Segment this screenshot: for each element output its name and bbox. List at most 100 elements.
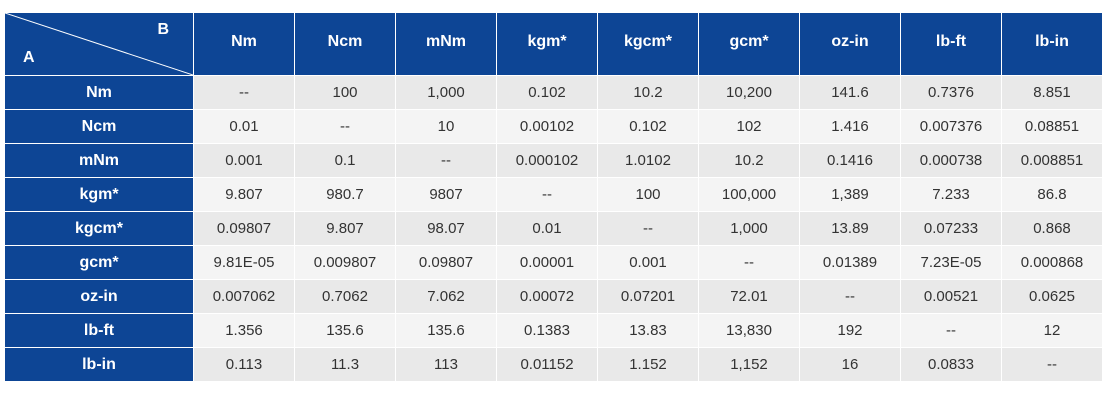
table-cell: 13.89 [799,211,901,246]
table-cell: -- [597,211,699,246]
row-header: oz-in [4,279,194,314]
table-cell: 7.23E-05 [900,245,1002,280]
table-cell: 0.0625 [1001,279,1103,314]
table-row: mNm 0.001 0.1 -- 0.000102 1.0102 10.2 0.1416 0.0… [4,143,1103,178]
table-cell: 0.102 [496,75,598,110]
table-cell: 141.6 [799,75,901,110]
table-cell: 10.2 [597,75,699,110]
table-cell: 10,200 [698,75,800,110]
table-cell: 1.356 [193,313,295,348]
table-cell: 0.00521 [900,279,1002,314]
column-header: gcm* [698,12,800,76]
table-cell: 0.7376 [900,75,1002,110]
table-row: kgm* 9.807 980.7 9807 -- 100 100,000 1,389 7.233… [4,177,1103,212]
table-cell: 0.08851 [1001,109,1103,144]
table-cell: 0.01 [496,211,598,246]
table-row: gcm* 9.81E-05 0.009807 0.09807 0.00001 0.001-… [4,245,1103,280]
table-cell: 192 [799,313,901,348]
table-cell: 1,000 [395,75,497,110]
table-cell: 0.000738 [900,143,1002,178]
row-header: lb-in [4,347,194,382]
table-header: B A Nm Ncm mNm kgm* kgcm* gcm* oz-in lb-ft lb-in [4,12,1103,76]
table-cell: 0.0833 [900,347,1002,382]
table-cell: 0.001 [597,245,699,280]
table-cell: 0.1383 [496,313,598,348]
diagonal-divider [5,13,193,75]
table-cell: 8.851 [1001,75,1103,110]
table-cell: 0.00072 [496,279,598,314]
table-cell: 0.001 [193,143,295,178]
table-cell: -- [698,245,800,280]
column-header: Nm [193,12,295,76]
table-cell: -- [193,75,295,110]
table-cell: 10.2 [698,143,800,178]
table-row: Nm -- 100 1,000 0.102 10.2 10,200 141.6 0.7376 8.… [4,75,1103,110]
column-header: Ncm [294,12,396,76]
row-header: mNm [4,143,194,178]
column-header: kgm* [496,12,598,76]
table-cell: 11.3 [294,347,396,382]
table-cell: 0.00102 [496,109,598,144]
table-cell: 100 [597,177,699,212]
table-cell: 0.01 [193,109,295,144]
table-cell: 0.00001 [496,245,598,280]
table-cell: -- [395,143,497,178]
table-cell: 0.01152 [496,347,598,382]
corner-cell: B A [4,12,194,76]
table-row: kgcm* 0.09807 9.807 98.07 0.01 -- 1,000 13.89 0.… [4,211,1103,246]
table-row: Ncm 0.01 -- 10 0.00102 0.102 102 1.416 0.007376 0… [4,109,1103,144]
table-cell: 0.113 [193,347,295,382]
table-cell: 1,152 [698,347,800,382]
table-cell: 0.008851 [1001,143,1103,178]
table-cell: 0.01389 [799,245,901,280]
row-header: kgcm* [4,211,194,246]
table-cell: 0.000102 [496,143,598,178]
table-cell: 9.81E-05 [193,245,295,280]
row-header: gcm* [4,245,194,280]
row-header: Ncm [4,109,194,144]
table-cell: 135.6 [395,313,497,348]
table-cell: 7.062 [395,279,497,314]
table-cell: -- [294,109,396,144]
row-header: lb-ft [4,313,194,348]
table-cell: 16 [799,347,901,382]
table-cell: 135.6 [294,313,396,348]
table-cell: 12 [1001,313,1103,348]
row-axis-label: A [23,49,35,66]
column-header: lb-in [1001,12,1103,76]
table-body: Nm -- 100 1,000 0.102 10.2 10,200 141.6 0.7376 8.… [4,75,1103,382]
table-cell: 0.09807 [193,211,295,246]
column-header: oz-in [799,12,901,76]
table-cell: 1,000 [698,211,800,246]
table-cell: 1,389 [799,177,901,212]
table-cell: 9807 [395,177,497,212]
table-cell: 0.009807 [294,245,396,280]
header-row: B A Nm Ncm mNm kgm* kgcm* gcm* oz-in lb-ft lb-in [4,12,1103,76]
table-row: lb-ft 1.356 135.6 135.6 0.1383 13.83 13,830 192… [4,313,1103,348]
table-cell: 0.1 [294,143,396,178]
table-cell: 0.07233 [900,211,1002,246]
table-row: lb-in 0.113 11.3 113 0.01152 1.152 1,152 16 0.08… [4,347,1103,382]
table-cell: 1.416 [799,109,901,144]
row-header: Nm [4,75,194,110]
table-cell: 113 [395,347,497,382]
table-cell: 9.807 [193,177,295,212]
conversion-table-container: B A Nm Ncm mNm kgm* kgcm* gcm* oz-in lb-ft lb-in… [4,12,1103,382]
table-cell: -- [1001,347,1103,382]
table-cell: 0.007376 [900,109,1002,144]
table-cell: 13.83 [597,313,699,348]
table-cell: 0.09807 [395,245,497,280]
table-cell: 7.233 [900,177,1002,212]
row-header: kgm* [4,177,194,212]
table-cell: 0.868 [1001,211,1103,246]
column-axis-label: B [157,21,169,38]
table-cell: 13,830 [698,313,800,348]
column-header: mNm [395,12,497,76]
column-header: lb-ft [900,12,1002,76]
table-cell: 10 [395,109,497,144]
table-cell: 1.152 [597,347,699,382]
table-cell: 0.007062 [193,279,295,314]
table-cell: 0.7062 [294,279,396,314]
table-cell: 0.102 [597,109,699,144]
table-cell: 9.807 [294,211,396,246]
